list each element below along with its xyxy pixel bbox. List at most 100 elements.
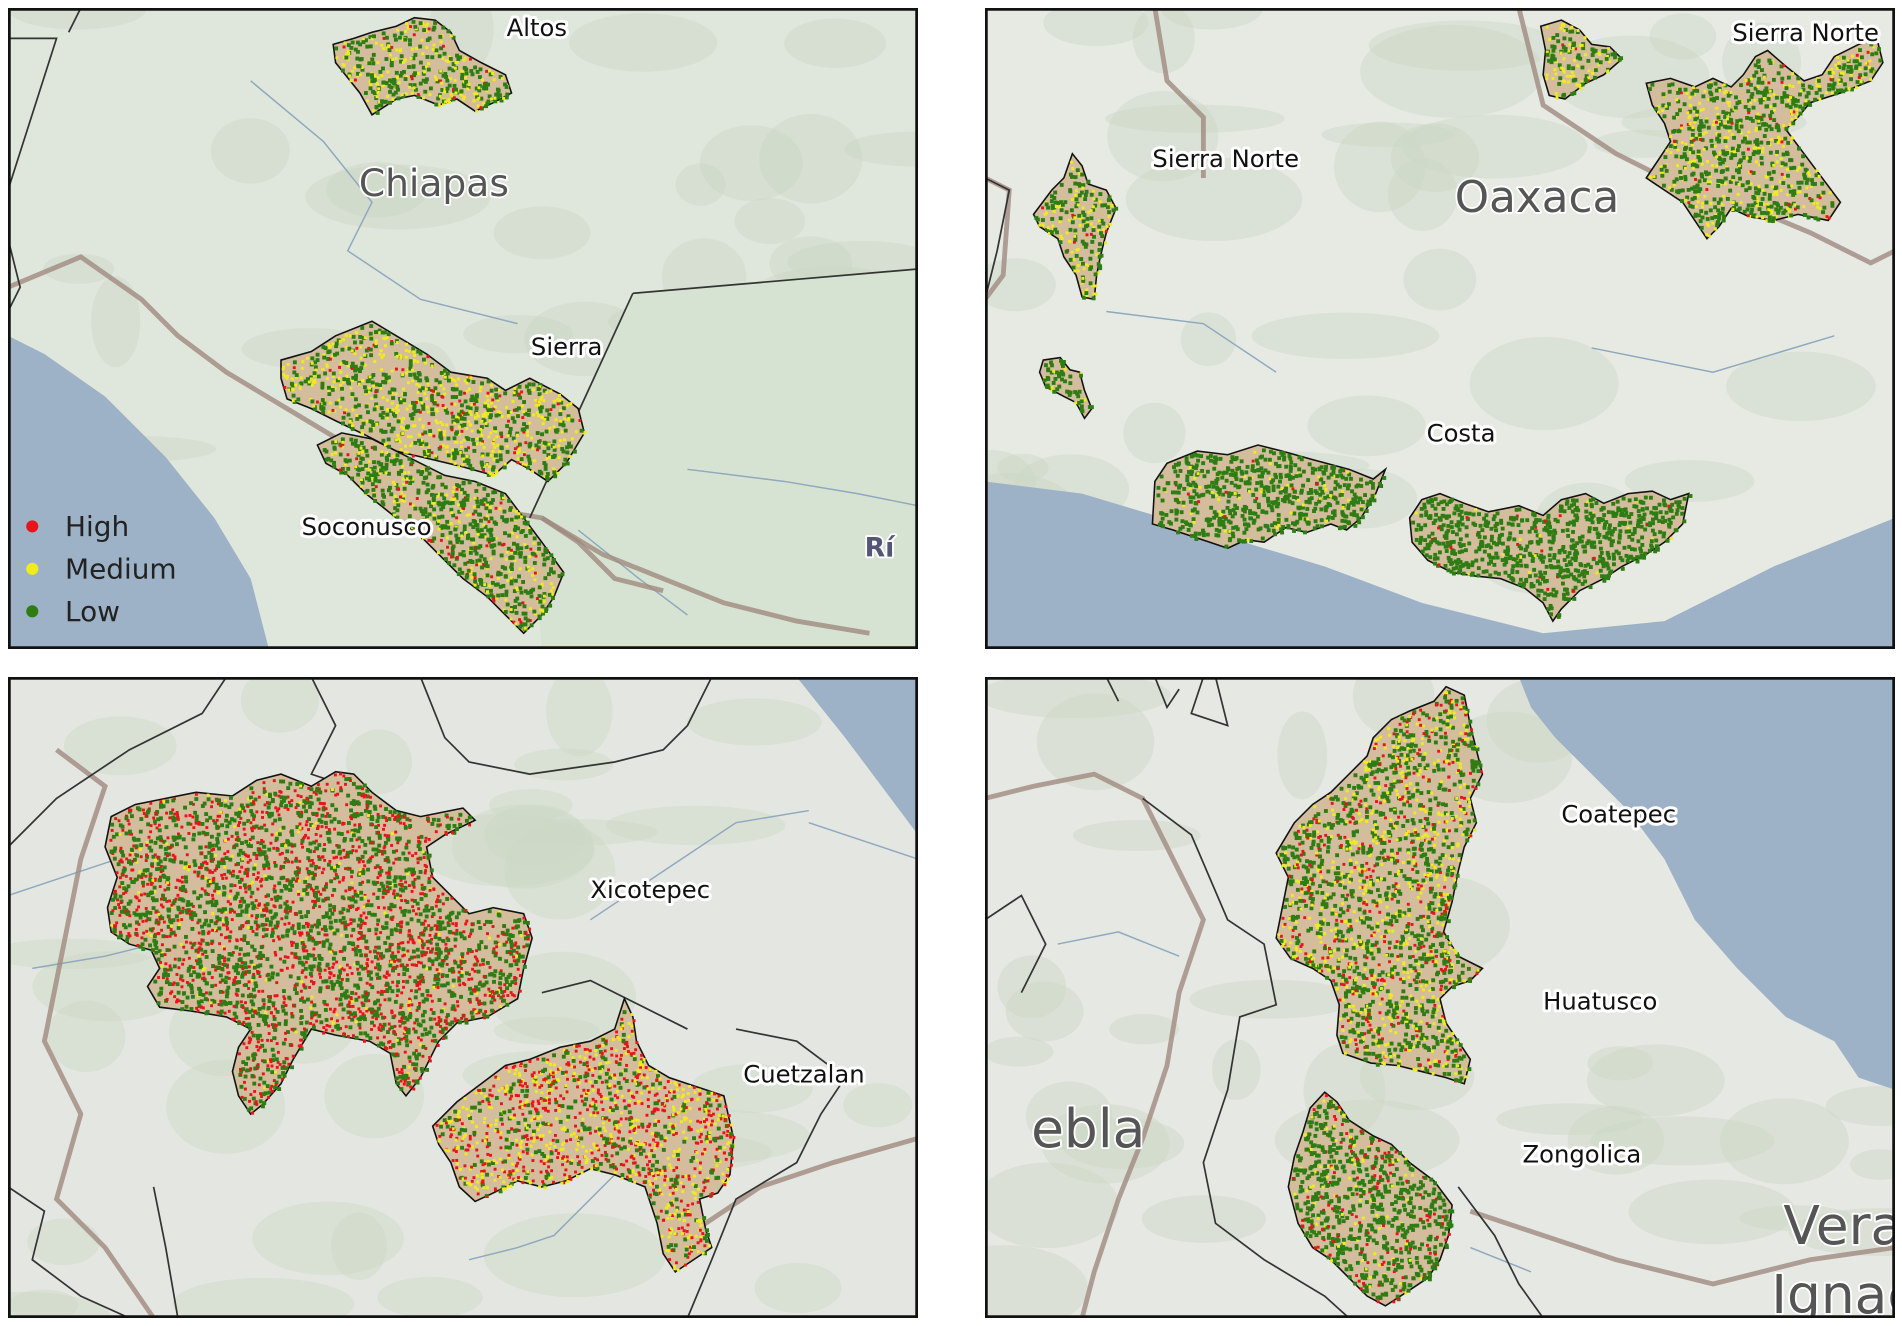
risk-dot bbox=[374, 382, 379, 387]
risk-dot bbox=[321, 410, 326, 415]
risk-dot bbox=[552, 467, 556, 471]
risk-dot bbox=[1277, 456, 1282, 461]
risk-dot bbox=[1690, 159, 1694, 163]
risk-dot bbox=[1188, 466, 1192, 469]
risk-dot bbox=[1562, 29, 1566, 33]
risk-dot bbox=[383, 337, 387, 341]
risk-dot bbox=[1746, 147, 1750, 151]
risk-dot bbox=[542, 557, 547, 562]
risk-dot bbox=[465, 405, 470, 410]
risk-dot bbox=[1624, 511, 1629, 515]
risk-dot bbox=[1607, 526, 1612, 531]
risk-dot bbox=[473, 579, 478, 584]
risk-dot bbox=[1573, 568, 1578, 573]
risk-dot bbox=[1243, 475, 1247, 479]
boundary-line bbox=[632, 268, 918, 295]
risk-dot bbox=[1731, 175, 1736, 180]
risk-dot bbox=[368, 419, 373, 424]
risk-dot bbox=[1161, 524, 1166, 529]
risk-dot bbox=[1493, 570, 1498, 575]
terrain-shade bbox=[493, 818, 658, 846]
risk-dot bbox=[1068, 172, 1073, 177]
risk-dot bbox=[1710, 216, 1715, 221]
risk-dot bbox=[425, 378, 430, 383]
risk-dot bbox=[340, 396, 345, 401]
risk-dot bbox=[344, 462, 348, 466]
risk-dot bbox=[1091, 296, 1096, 301]
risk-dot bbox=[1780, 161, 1785, 166]
risk-dot bbox=[1583, 36, 1587, 40]
risk-dot bbox=[466, 411, 471, 416]
risk-dot bbox=[1111, 208, 1116, 213]
risk-dot bbox=[1508, 554, 1513, 559]
risk-dot bbox=[331, 374, 335, 378]
risk-dot bbox=[1271, 528, 1276, 533]
risk-dot bbox=[1696, 189, 1701, 194]
risk-dot bbox=[348, 334, 352, 338]
risk-dot bbox=[340, 386, 344, 391]
risk-dot bbox=[1306, 517, 1310, 521]
risk-dot bbox=[375, 82, 379, 86]
risk-dot bbox=[1471, 512, 1476, 517]
risk-dot bbox=[484, 422, 488, 425]
risk-dot bbox=[519, 546, 524, 551]
risk-dot bbox=[385, 412, 390, 417]
risk-dot bbox=[1664, 168, 1669, 173]
risk-dot bbox=[1444, 535, 1448, 540]
risk-dot bbox=[1750, 118, 1755, 123]
risk-dot bbox=[1714, 88, 1719, 93]
risk-dot bbox=[1755, 196, 1758, 200]
sea bbox=[8, 335, 269, 649]
risk-dot bbox=[374, 330, 378, 335]
risk-dot bbox=[1750, 92, 1755, 97]
risk-dot bbox=[1371, 485, 1375, 490]
risk-dot bbox=[341, 440, 345, 444]
risk-dot bbox=[1689, 186, 1694, 191]
risk-dot bbox=[1720, 179, 1725, 184]
risk-dot bbox=[368, 375, 372, 379]
risk-dot bbox=[1519, 538, 1522, 542]
risk-dot bbox=[484, 423, 489, 428]
risk-dot bbox=[446, 525, 451, 530]
risk-dot bbox=[545, 472, 550, 476]
risk-dot bbox=[1280, 452, 1285, 457]
risk-dot bbox=[1307, 462, 1312, 467]
risk-dot bbox=[1342, 483, 1347, 488]
risk-dot bbox=[470, 403, 474, 407]
risk-dot bbox=[1694, 177, 1697, 181]
risk-dot bbox=[1846, 69, 1851, 74]
risk-dot bbox=[1607, 555, 1612, 560]
risk-dot bbox=[1192, 520, 1196, 524]
risk-dot bbox=[481, 413, 485, 417]
risk-dot bbox=[435, 408, 439, 412]
risk-dot bbox=[1721, 218, 1726, 223]
risk-dot bbox=[1541, 555, 1546, 560]
risk-dot bbox=[398, 440, 402, 444]
risk-dot bbox=[1309, 488, 1313, 492]
risk-dot bbox=[1702, 178, 1707, 183]
risk-dot bbox=[556, 402, 560, 406]
risk-dot bbox=[1708, 208, 1713, 213]
risk-dot bbox=[517, 447, 521, 451]
risk-dot bbox=[1182, 486, 1187, 491]
risk-dot bbox=[469, 546, 474, 551]
risk-dot bbox=[1518, 530, 1523, 534]
boundary-line bbox=[419, 677, 713, 775]
risk-dot bbox=[1714, 168, 1719, 173]
risk-dot bbox=[1724, 125, 1729, 130]
risk-dot bbox=[1263, 523, 1268, 528]
risk-dot bbox=[1260, 509, 1265, 514]
risk-dot bbox=[1235, 527, 1240, 532]
risk-dot bbox=[1185, 474, 1190, 479]
risk-dot bbox=[1740, 183, 1745, 188]
risk-dot bbox=[1580, 572, 1585, 576]
risk-dot bbox=[357, 64, 362, 69]
risk-dot bbox=[1060, 361, 1065, 366]
risk-dot bbox=[541, 422, 545, 426]
risk-dot bbox=[517, 384, 522, 389]
risk-dot bbox=[1450, 548, 1455, 553]
risk-dot bbox=[1739, 158, 1743, 163]
risk-dot bbox=[369, 473, 374, 478]
risk-dot bbox=[1097, 248, 1102, 252]
risk-dot bbox=[1053, 376, 1058, 381]
